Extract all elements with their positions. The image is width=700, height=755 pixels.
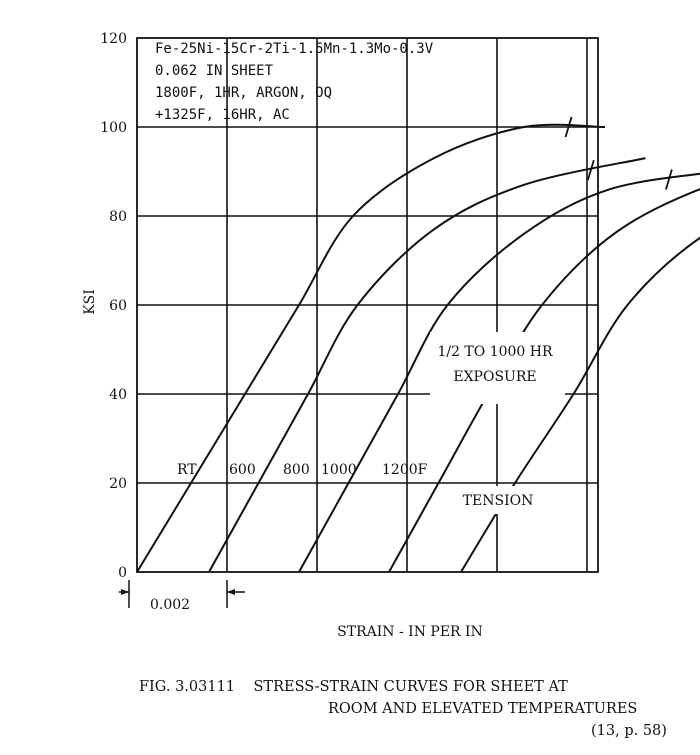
x-axis-label: STRAIN - IN PER IN xyxy=(337,624,483,640)
chart-grid xyxy=(136,37,599,573)
note-aging: +1325F, 16HR, AC xyxy=(155,107,290,123)
curve-label-800: 800 xyxy=(283,462,310,478)
curve-600 xyxy=(208,157,646,573)
curve-label-1000: 1000 xyxy=(321,462,357,478)
strain-scale-marker: 0.002 xyxy=(119,580,245,613)
note-sheet: 0.062 IN SHEET xyxy=(155,63,274,79)
figure-caption-line3: (13, p. 58) xyxy=(591,723,667,739)
chart-curves xyxy=(136,116,700,573)
annotation-tension: TENSION xyxy=(463,493,534,509)
y-axis-label: KSI xyxy=(82,289,98,315)
strain-scale-label: 0.002 xyxy=(150,597,190,613)
y-tick-label: 40 xyxy=(109,387,127,403)
note-alloy: Fe-25Ni-15Cr-2Ti-1.5Mn-1.3Mo-0.3V xyxy=(155,41,434,57)
y-tick-label: 20 xyxy=(109,476,127,492)
y-tick-label: 120 xyxy=(100,31,127,47)
y-tick-labels: 0 20 40 60 80 100 120 xyxy=(100,31,127,581)
figure-caption-line1: FIG. 3.03111 STRESS-STRAIN CURVES FOR SH… xyxy=(139,679,568,695)
curve-1000 xyxy=(388,188,700,573)
curve-1200f xyxy=(460,236,700,573)
y-tick-label: 60 xyxy=(109,298,127,314)
y-tick-label: 80 xyxy=(109,209,127,225)
annotation-exposure: EXPOSURE xyxy=(453,369,536,385)
curve-rt xyxy=(136,123,606,573)
curve-label-1200f: 1200F xyxy=(382,462,428,478)
y-tick-label: 100 xyxy=(100,120,127,136)
fracture-mark xyxy=(665,169,673,190)
fracture-mark xyxy=(586,159,595,181)
fracture-mark xyxy=(564,116,573,138)
y-tick-label: 0 xyxy=(118,565,127,581)
curve-label-600: 600 xyxy=(229,462,256,478)
annotation-exposure-range: 1/2 TO 1000 HR xyxy=(437,344,553,360)
curve-label-rt: RT xyxy=(177,462,197,478)
figure-caption-line2: ROOM AND ELEVATED TEMPERATURES xyxy=(328,701,638,717)
curve-labels: RT 600 800 1000 1200F xyxy=(177,462,428,478)
curve-800 xyxy=(298,172,700,573)
annotations: 1/2 TO 1000 HR EXPOSURE TENSION xyxy=(430,332,565,514)
material-notes: Fe-25Ni-15Cr-2Ti-1.5Mn-1.3Mo-0.3V 0.062 … xyxy=(155,41,434,123)
note-solution-treat: 1800F, 1HR, ARGON, OQ xyxy=(155,85,332,101)
